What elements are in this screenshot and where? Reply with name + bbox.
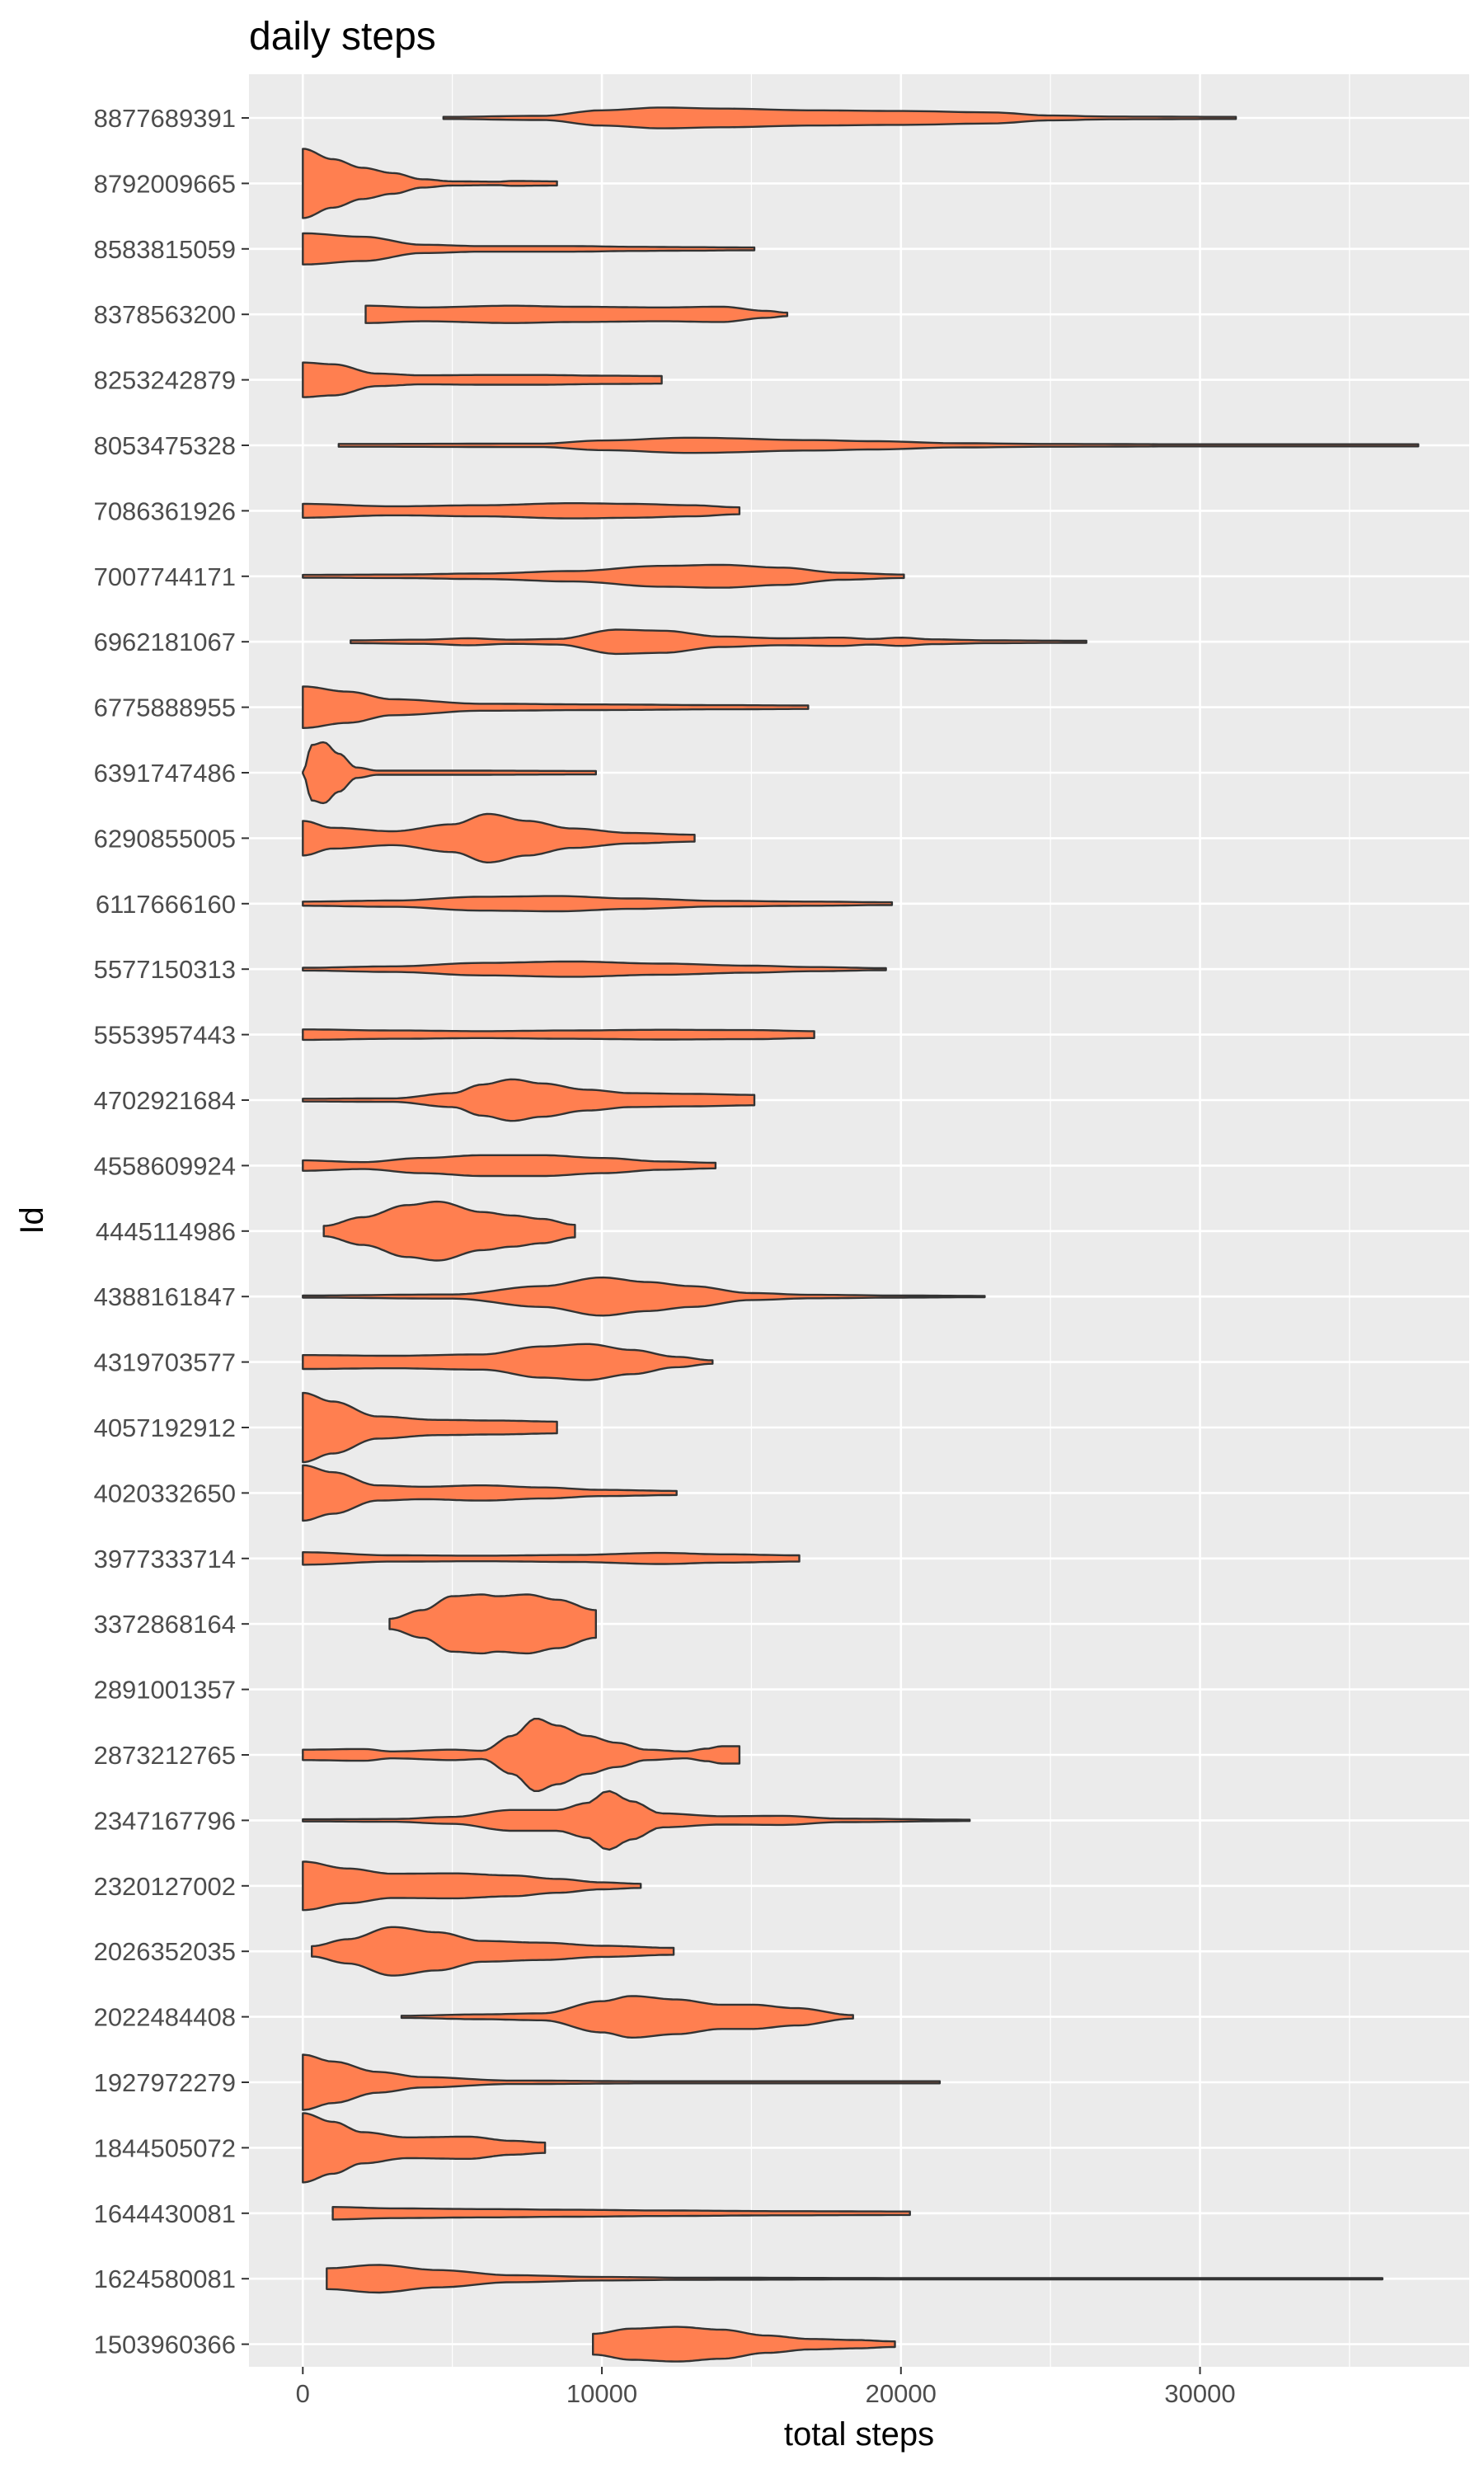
violin-shape xyxy=(302,361,663,398)
violin-shape xyxy=(302,1718,741,1792)
y-tick-label: 8792009665 xyxy=(94,169,236,198)
y-tick-label: 8053475328 xyxy=(94,431,236,460)
y-axis-title: Id xyxy=(14,1206,50,1234)
violin-shape xyxy=(302,1343,714,1381)
violin-shape xyxy=(442,106,1237,129)
violin-shape xyxy=(350,628,1087,656)
violin-shape xyxy=(302,2053,942,2111)
violin-shape xyxy=(302,685,810,729)
x-axis-title: total steps xyxy=(784,2416,934,2453)
y-tick-label: 1927972279 xyxy=(94,2068,236,2097)
y-tick-label: 6290855005 xyxy=(94,824,236,853)
violins xyxy=(302,106,1420,2363)
violin-shape xyxy=(322,1200,576,1262)
violin-shape xyxy=(311,1926,675,1977)
x-tick-label: 10000 xyxy=(566,2379,637,2408)
y-tick-label: 7086361926 xyxy=(94,496,236,525)
y-tick-label: 6775888955 xyxy=(94,694,236,722)
violin-shape xyxy=(302,1154,717,1178)
y-tick-label: 2891001357 xyxy=(94,1676,236,1705)
y-tick-label: 4445114986 xyxy=(96,1217,236,1246)
violin-shape xyxy=(302,741,597,805)
y-tick-label: 1624580081 xyxy=(94,2265,236,2293)
violin-shape xyxy=(302,960,887,978)
y-tick-label: 2022484408 xyxy=(94,2003,236,2032)
y-tick-label: 4319703577 xyxy=(94,1348,236,1377)
violin-shape xyxy=(302,2112,547,2184)
violin-shape xyxy=(331,2206,911,2221)
violin-shape xyxy=(302,812,696,863)
violin-shape xyxy=(302,895,894,913)
violin-shape xyxy=(302,1790,971,1851)
y-tick-label: 5577150313 xyxy=(94,955,236,984)
violin-shape xyxy=(326,2264,1383,2294)
y-tick-label: 8583815059 xyxy=(94,235,236,264)
y-tick-label: 1644430081 xyxy=(94,2199,236,2228)
violin-shape xyxy=(302,232,756,266)
y-tick-label: 2026352035 xyxy=(94,1937,236,1966)
y-tick-label: 7007744171 xyxy=(94,562,236,591)
y-tick-label: 1844505072 xyxy=(94,2133,236,2162)
y-tick-label: 1503960366 xyxy=(94,2331,236,2359)
violin-shape xyxy=(400,1995,854,2039)
y-tick-label: 3372868164 xyxy=(94,1610,236,1639)
violin-shape xyxy=(302,1551,801,1566)
violin-shape xyxy=(302,148,558,219)
y-tick-label: 4388161847 xyxy=(94,1282,236,1311)
y-tick-label: 2873212765 xyxy=(94,1741,236,1770)
y-tick-label: 3977333714 xyxy=(94,1545,236,1573)
y-tick-label: 8378563200 xyxy=(94,300,236,329)
y-tick-label: 2320127002 xyxy=(94,1872,236,1901)
violin-shape xyxy=(302,1464,678,1522)
x-tick-label: 20000 xyxy=(866,2379,937,2408)
x-tick-label: 0 xyxy=(296,2379,310,2408)
y-tick-label: 5553957443 xyxy=(94,1021,236,1050)
y-tick-label: 6391747486 xyxy=(94,759,236,788)
y-tick-label: 4558609924 xyxy=(94,1151,236,1180)
violin-shape xyxy=(302,1391,558,1464)
y-tick-label: 4057192912 xyxy=(94,1413,236,1442)
violin-shape xyxy=(302,1078,756,1122)
violin-shape xyxy=(388,1593,597,1655)
violin-shape xyxy=(302,1276,986,1317)
violin-shape xyxy=(302,502,741,520)
violin-shape xyxy=(302,563,905,589)
violin-shape xyxy=(302,1860,642,1912)
y-tick-label: 4020332650 xyxy=(94,1479,236,1507)
chart-title: daily steps xyxy=(249,15,436,59)
y-tick-label: 6962181067 xyxy=(94,628,236,656)
y-tick-label: 2347167796 xyxy=(94,1806,236,1835)
violin-shape xyxy=(592,2326,896,2363)
y-tick-label: 6117666160 xyxy=(96,890,236,919)
x-tick-label: 30000 xyxy=(1164,2379,1235,2408)
violin-shape xyxy=(302,1028,815,1042)
x-axis: 0 10000 20000 30000 xyxy=(296,2367,1236,2408)
y-tick-label: 8877689391 xyxy=(94,104,236,133)
y-tick-label: 4702921684 xyxy=(94,1086,236,1115)
violin-shape xyxy=(337,436,1420,454)
y-tick-label: 8253242879 xyxy=(94,366,236,395)
y-axis: 8877689391 8792009665 8583815059 8378563200… xyxy=(94,104,249,2359)
violin-shape xyxy=(364,304,789,324)
